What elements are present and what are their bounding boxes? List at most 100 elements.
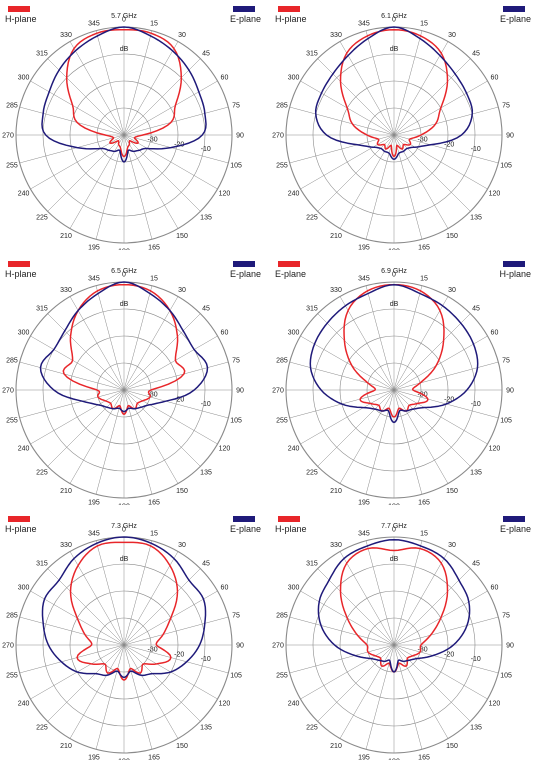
grid-spoke [317,389,395,467]
grid-spoke [300,644,395,700]
angle-tick-label: 345 [88,275,100,282]
radial-tick-label: -30 [418,647,428,654]
angle-tick-label: 255 [6,418,18,425]
angle-tick-label: 75 [502,102,510,109]
angle-tick-label: 225 [36,725,48,732]
grid-spoke [19,616,125,646]
angle-tick-label: 300 [288,585,300,592]
grid-spoke [339,134,395,229]
angle-tick-label: 105 [500,418,512,425]
angle-tick-label: 345 [88,530,100,537]
grid-spoke [393,106,499,136]
grid-spoke [69,389,125,484]
radial-tick-label: -20 [174,651,184,658]
grid-spoke [123,134,229,164]
angle-tick-label: 315 [36,560,48,567]
angle-tick-label: 75 [502,357,510,364]
polar-chart-panel: 0 15 30 45 60 75 90 105 120 135 150 165 180 195 210 225… [270,255,533,511]
angle-tick-label: 0 [122,272,126,279]
grid-spoke [30,335,125,391]
legend-swatch [8,261,30,267]
chart-title: 6.5 GHz [111,268,137,275]
angle-tick-label: 30 [178,542,186,549]
angle-tick-label: 210 [60,233,72,240]
grid-spoke [317,644,395,722]
angle-tick-label: 225 [306,725,318,732]
legend-label: H-plane [5,269,37,279]
angle-tick-label: 210 [330,233,342,240]
polar-chart: 0 15 30 45 60 75 90 105 120 135 150 165 180 195 210 225… [2,6,261,256]
angle-tick-label: 270 [2,388,14,395]
legend-label: E-plane [500,524,531,534]
radial-tick-label: -10 [471,146,481,153]
angle-tick-label: 150 [446,233,458,240]
angle-tick-label: 120 [219,446,231,453]
angle-tick-label: 45 [472,305,480,312]
grid-spoke [123,296,179,391]
angle-tick-label: 285 [276,357,288,364]
series-line-e-plane [41,536,207,679]
radial-tick-label: -20 [174,141,184,148]
series-line-e-plane [41,26,207,163]
legend-swatch [503,261,525,267]
series-line-e-plane [314,26,474,161]
grid-spoke [393,361,499,391]
angle-tick-label: 180 [388,504,400,506]
angle-tick-label: 30 [178,32,186,39]
angle-tick-label: 330 [60,287,72,294]
angle-tick-label: 150 [446,488,458,495]
grid-spoke [30,80,125,136]
angle-tick-label: 150 [446,743,458,750]
angle-tick-label: 195 [358,500,370,505]
angle-tick-label: 285 [276,612,288,619]
grid-spoke [393,389,423,495]
radial-tick-label: -30 [418,137,428,144]
grid-spoke [393,644,499,674]
angle-tick-label: 330 [330,542,342,549]
angle-tick-label: 240 [18,191,30,198]
radial-tick-label: -20 [444,141,454,148]
angle-tick-label: 315 [306,305,318,312]
angle-tick-label: 315 [36,50,48,57]
radial-tick-label: -10 [471,656,481,663]
angle-tick-label: 15 [420,530,428,537]
angle-tick-label: 180 [118,249,130,251]
angle-tick-label: 75 [232,612,240,619]
angle-tick-label: 90 [236,388,244,395]
angle-tick-label: 195 [358,755,370,760]
series-line-h-plane [62,283,186,416]
grid-spoke [123,389,201,467]
grid-spoke [393,335,488,391]
grid-spoke [123,313,201,391]
grid-spoke [123,389,179,484]
angle-tick-label: 30 [448,542,456,549]
angle-tick-label: 90 [506,388,514,395]
radial-tick-label: -20 [174,396,184,403]
angle-tick-label: 195 [88,755,100,760]
angle-tick-label: 45 [472,560,480,567]
polar-chart-panel: 0 15 30 45 60 75 90 105 120 135 150 165 180 195 210 225… [270,0,533,256]
angle-tick-label: 45 [202,50,210,57]
grid-spoke [123,389,153,495]
grid-spoke [365,285,395,391]
polar-chart: 0 15 30 45 60 75 90 105 120 135 150 165 180 195 210 225… [2,516,261,765]
angle-tick-label: 270 [272,388,284,395]
grid-spoke [123,134,218,190]
grid-spoke [69,41,125,136]
angle-tick-label: 180 [118,504,130,506]
series-line-e-plane [317,538,471,673]
legend-label: H-plane [499,269,531,279]
angle-tick-label: 135 [470,470,482,477]
angle-tick-label: 270 [272,643,284,650]
grid-spoke [123,551,179,646]
angle-tick-label: 285 [6,102,18,109]
grid-spoke [393,616,499,646]
radial-tick-label: -30 [148,647,158,654]
series-line-e-plane [39,281,209,413]
legend-swatch [233,261,255,267]
legend-label: H-plane [275,524,307,534]
angle-tick-label: 240 [288,191,300,198]
chart-title: 5.7 GHz [111,13,137,20]
angle-tick-label: 165 [418,245,430,250]
angle-tick-label: 105 [230,673,242,680]
